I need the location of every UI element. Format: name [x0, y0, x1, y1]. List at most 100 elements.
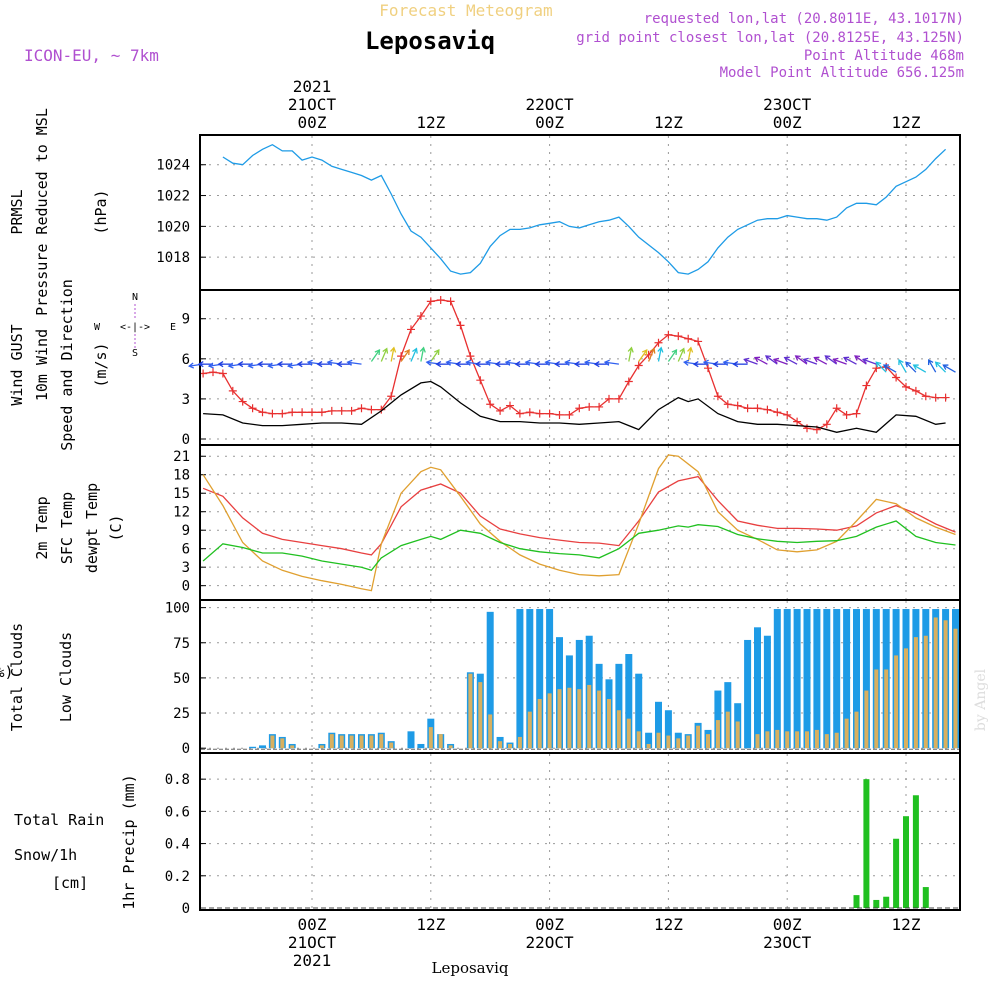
low-clouds-bar	[844, 718, 849, 749]
wind-gust-marker	[436, 296, 445, 305]
wind-gust-line	[203, 299, 946, 431]
total-clouds-bar	[754, 627, 761, 749]
low-clouds-bar	[557, 689, 562, 749]
snow-label: Snow/1h	[14, 846, 77, 864]
wind-gust-marker	[456, 321, 465, 330]
wind-arrow-head	[544, 359, 551, 366]
credit-watermark: by Angel	[973, 668, 989, 731]
clouds-ytick-label: 0	[182, 741, 190, 757]
model-label: ICON-EU, ~ 7km	[24, 46, 159, 65]
total-clouds-bar	[635, 673, 643, 749]
wind-arrow-shaft	[638, 349, 648, 362]
low-clouds-bar	[933, 617, 938, 749]
clouds-axis-labels-text: Total Clouds	[8, 623, 26, 731]
wind-arrow-head	[687, 346, 694, 353]
low-clouds-bar	[508, 743, 512, 749]
wind-arrow-shaft	[803, 358, 818, 365]
wind-arrow-head	[534, 361, 541, 368]
wind-arrow-head	[702, 359, 709, 366]
2m-temp-line	[202, 475, 956, 556]
temperature-ytick-label: 0	[182, 579, 190, 595]
low-clouds-bar	[666, 735, 671, 749]
wind-frame	[199, 289, 961, 446]
wind-gust-marker	[496, 406, 505, 415]
temperature-plot-area	[202, 454, 956, 592]
wind-arrow-head	[898, 358, 904, 366]
top-time-label: 00Z	[535, 113, 564, 132]
wind-arrow-head	[843, 356, 850, 363]
low-clouds-bar	[706, 734, 710, 749]
wind-arrow-shaft	[400, 349, 410, 362]
bottom-time-label: 00Z	[298, 915, 327, 934]
wind-arrow-head	[425, 359, 432, 366]
wind-gust-marker	[407, 325, 415, 334]
wind-gust-marker	[565, 410, 574, 419]
low-clouds-bar	[676, 738, 681, 749]
wind-gust-marker	[347, 406, 356, 415]
low-clouds-bar	[379, 734, 384, 749]
wind-plot-area	[201, 296, 950, 434]
total-rain-label: Total Rain	[14, 811, 104, 829]
wind-arrow-head	[465, 359, 472, 366]
wind-arrow-head	[276, 361, 283, 368]
low-clouds-bar	[894, 655, 899, 749]
wind-arrow-head	[627, 346, 634, 353]
temperature-ytick-label: 12	[173, 505, 190, 521]
wind-gust-marker	[793, 417, 802, 426]
wind-gust-marker	[575, 404, 584, 413]
wind-arrow-head	[824, 355, 831, 361]
rain-bar	[853, 895, 860, 908]
top-time-label: 12Z	[416, 113, 445, 132]
pressure-axis-labels: PRMSL Pressure Reduced to MSL (hPa)	[8, 108, 110, 316]
wind-arrow-head	[237, 361, 244, 368]
precip-ytick-label: 0.4	[165, 837, 190, 853]
wind-arrow-head	[296, 361, 303, 368]
low-clouds-bar	[517, 736, 522, 749]
footer-station-label: Leposaviq	[432, 959, 509, 977]
wind-axis-labels-text: Speed and Direction	[58, 279, 76, 451]
wind-gust-marker	[763, 405, 772, 414]
wind-gust-marker	[268, 409, 277, 418]
pressure-ytick-label: 1024	[156, 158, 190, 174]
wind-arrow-head	[603, 359, 610, 366]
low-clouds-bar	[498, 741, 503, 749]
wind-arrow-head	[927, 358, 934, 366]
clouds-panel: 0 25 50 75 100	[165, 599, 961, 757]
wind-arrow-shaft	[935, 361, 947, 373]
low-clouds-bar	[854, 711, 859, 749]
wind-gust-marker	[278, 409, 287, 418]
total-clouds-bar	[249, 746, 257, 749]
wind-gust-marker	[723, 400, 732, 409]
total-clouds-bar	[546, 609, 554, 749]
wind-arrow-shaft	[862, 358, 877, 365]
temperature-ytick-label: 6	[182, 542, 190, 558]
wind-gust-marker	[614, 394, 623, 403]
wind-arrow-head	[346, 359, 353, 366]
total-clouds-bar	[763, 635, 771, 749]
wind-arrow-shaft	[604, 361, 619, 365]
precip-plot-area	[201, 779, 959, 909]
rain-bar	[903, 816, 909, 908]
precip-legend: Total Rain Snow/1h [cm]	[14, 811, 104, 892]
wind-gust-marker	[367, 405, 376, 414]
low-clouds-bar	[755, 734, 760, 749]
total-clouds-bar	[655, 701, 662, 749]
point-altitude: Point Altitude 468m	[804, 48, 964, 64]
top-time-label: 12Z	[654, 113, 683, 132]
wind-gust-marker	[218, 369, 227, 378]
wind-arrow-head	[794, 355, 801, 361]
wind-gust-marker	[317, 408, 326, 417]
wind-gust-marker	[743, 404, 752, 413]
precip-ytick-label: 0.8	[165, 772, 190, 788]
low-clouds-bar	[735, 721, 740, 749]
total-clouds-bar	[486, 611, 494, 749]
total-clouds-bar	[813, 609, 821, 749]
wind-gust-marker	[416, 312, 425, 321]
low-clouds-bar	[319, 745, 324, 749]
compass-south: S	[132, 348, 138, 359]
wind-gust-marker	[664, 330, 673, 339]
low-clouds-bar	[715, 720, 720, 749]
requested-lonlat: requested lon,lat (20.8011E, 43.1017N)	[644, 11, 964, 27]
wind-gust-marker	[327, 406, 336, 415]
